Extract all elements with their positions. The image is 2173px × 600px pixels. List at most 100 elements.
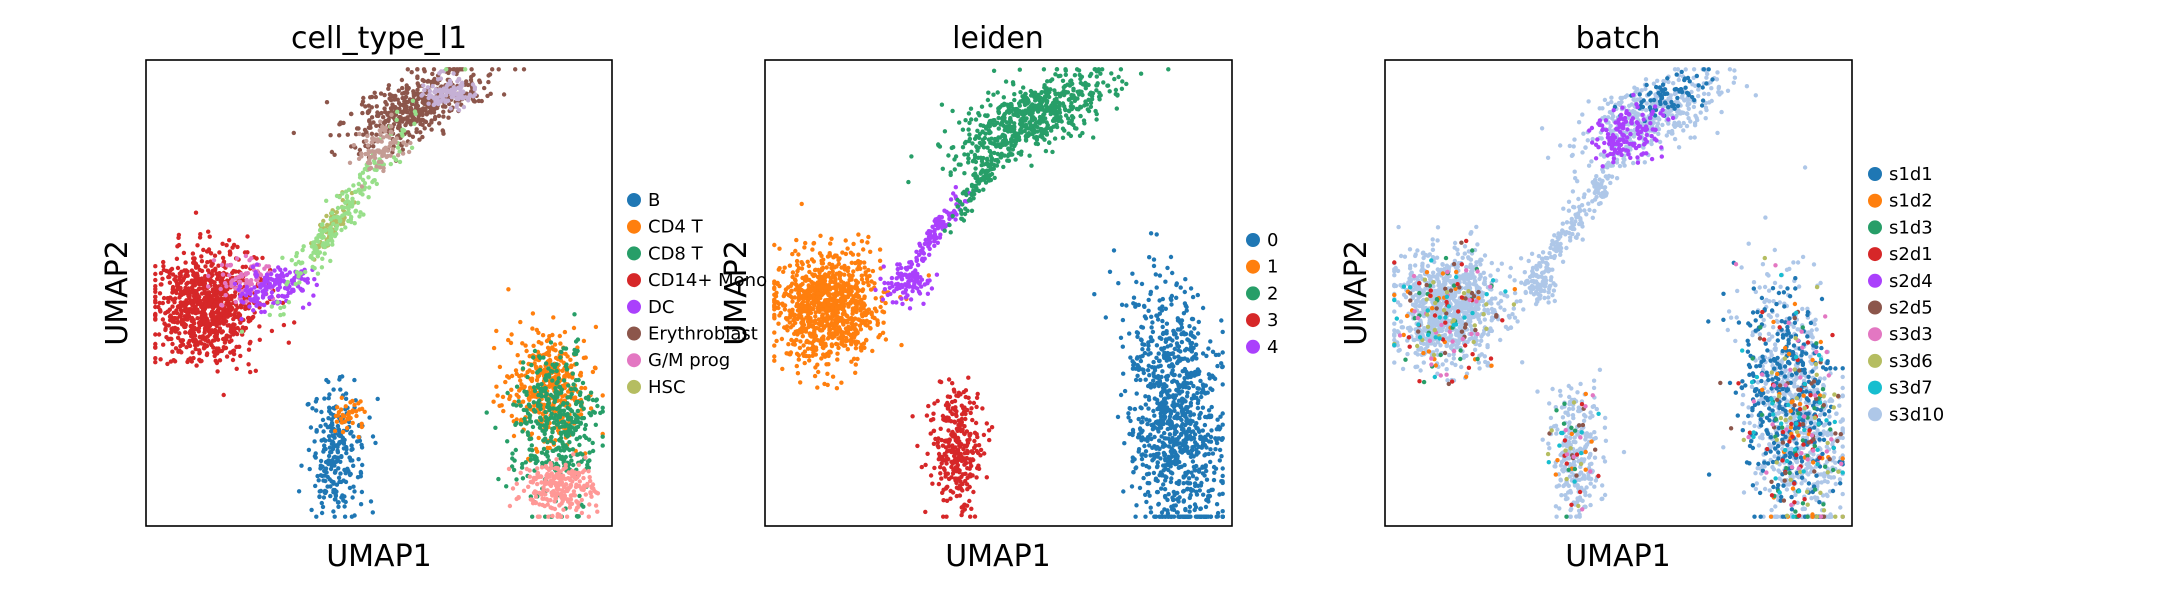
data-point: [932, 243, 937, 248]
data-point: [364, 130, 369, 135]
data-point: [569, 364, 574, 370]
data-point: [279, 293, 285, 299]
data-point: [195, 273, 200, 278]
data-point: [803, 304, 808, 310]
data-point: [416, 96, 421, 102]
data-point: [192, 283, 198, 288]
data-point: [178, 343, 183, 349]
data-point: [777, 313, 782, 318]
data-point: [249, 256, 254, 261]
data-point: [397, 159, 403, 165]
data-point: [772, 343, 777, 348]
data-point: [907, 260, 912, 265]
data-point: [444, 88, 449, 93]
data-point: [395, 145, 401, 150]
data-point: [236, 287, 241, 292]
data-point: [550, 430, 555, 435]
data-point: [971, 489, 976, 495]
data-point: [327, 392, 332, 397]
data-point: [514, 481, 519, 486]
data-point: [564, 367, 570, 372]
data-point: [328, 493, 333, 499]
data-point: [965, 466, 970, 471]
data-point: [535, 370, 540, 375]
data-point: [379, 110, 384, 116]
data-point: [984, 475, 989, 480]
data-point: [168, 268, 173, 273]
data-point: [503, 379, 508, 385]
data-point: [343, 391, 349, 396]
data-point: [366, 195, 371, 200]
data-point: [581, 504, 586, 509]
data-point: [196, 325, 202, 331]
data-point: [190, 251, 196, 256]
data-point: [593, 422, 598, 427]
data-point: [538, 389, 544, 394]
data-point: [809, 324, 815, 329]
data-point: [855, 356, 860, 362]
data-point: [806, 263, 812, 269]
data-point: [938, 471, 943, 476]
data-point: [217, 250, 222, 255]
data-point: [508, 340, 514, 346]
data-point: [187, 329, 193, 334]
data-point: [790, 299, 795, 304]
data-point: [577, 483, 582, 489]
data-point: [436, 88, 441, 93]
data-point: [170, 326, 176, 331]
data-point: [343, 404, 348, 409]
data-point: [418, 121, 423, 127]
data-point: [240, 264, 245, 270]
data-point: [830, 262, 835, 268]
data-point: [841, 338, 846, 343]
data-point: [560, 454, 565, 460]
data-point: [377, 165, 383, 170]
data-point: [573, 484, 579, 490]
data-point: [809, 341, 815, 346]
data-point: [187, 343, 193, 349]
data-point: [836, 345, 841, 351]
data-point: [544, 424, 549, 430]
data-point: [429, 127, 434, 132]
data-point: [179, 269, 184, 274]
data-point: [934, 272, 940, 277]
data-point: [437, 121, 442, 126]
data-point: [555, 414, 560, 419]
data-point: [531, 407, 537, 413]
data-point: [567, 461, 572, 467]
data-point: [234, 366, 239, 371]
data-point: [203, 264, 208, 269]
data-point: [849, 289, 854, 294]
data-point: [577, 442, 582, 448]
data-point: [305, 402, 310, 407]
data-point: [321, 449, 326, 454]
data-point: [305, 280, 310, 285]
data-point: [320, 464, 325, 469]
data-point: [940, 443, 946, 448]
data-point: [967, 473, 972, 478]
data-point: [184, 345, 189, 350]
data-point: [545, 488, 550, 493]
data-point: [535, 466, 540, 471]
data-point: [375, 137, 380, 142]
data-point: [802, 245, 807, 250]
data-point: [579, 459, 584, 464]
data-point: [822, 381, 827, 387]
data-point: [952, 398, 958, 404]
data-point: [581, 406, 586, 411]
data-point: [177, 348, 182, 353]
data-point: [969, 506, 974, 511]
data-point: [973, 420, 979, 426]
data-point: [243, 288, 248, 293]
data-point: [571, 462, 576, 468]
data-point: [957, 468, 962, 473]
data-point: [222, 340, 228, 345]
data-point: [511, 433, 517, 439]
data-point: [926, 403, 931, 409]
data-point: [221, 309, 226, 315]
data-point: [337, 377, 342, 382]
data-point: [949, 475, 954, 480]
data-point: [878, 276, 883, 281]
data-point: [787, 293, 793, 299]
data-point: [330, 433, 335, 438]
